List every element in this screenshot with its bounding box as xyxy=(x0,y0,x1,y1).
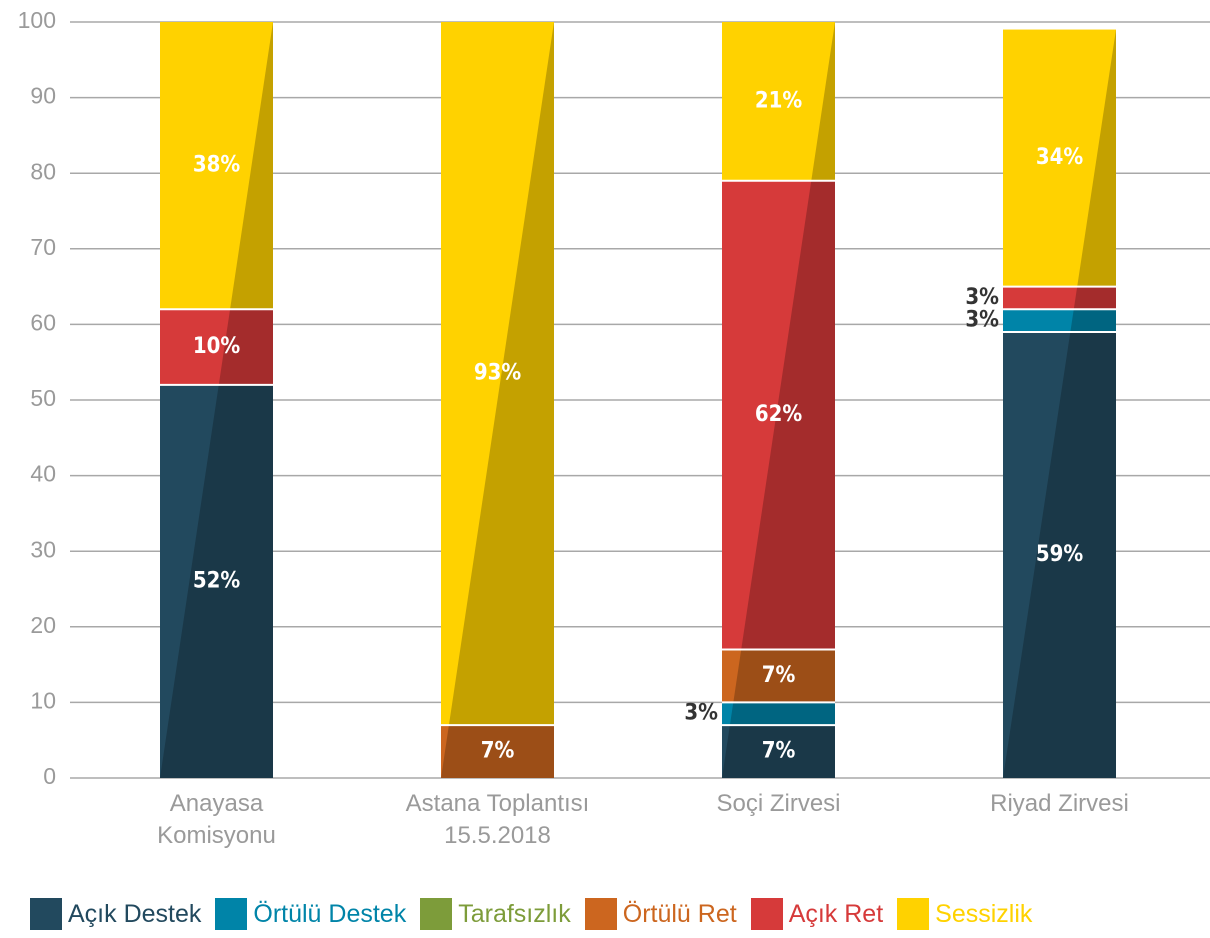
legend-item: Açık Ret xyxy=(750,898,884,930)
value-label: 59% xyxy=(1036,542,1084,567)
y-tick-label: 20 xyxy=(30,612,56,638)
bar-shade xyxy=(1003,29,1116,779)
legend-label: Açık Ret xyxy=(788,899,884,928)
legend-item: Örtülü Ret xyxy=(584,898,737,930)
value-label: 93% xyxy=(474,361,522,386)
value-label: 7% xyxy=(762,739,796,764)
legend-label: Tarafsızlık xyxy=(458,899,571,928)
bar-segment xyxy=(441,22,554,726)
legend-swatch xyxy=(584,898,617,930)
bar-segment xyxy=(722,649,835,703)
value-label: 10% xyxy=(193,334,241,359)
y-tick-label: 80 xyxy=(30,158,56,184)
bar-segment xyxy=(1003,309,1116,332)
bar-segment xyxy=(1003,29,1116,287)
value-label: 21% xyxy=(755,88,803,113)
legend-label: Örtülü Ret xyxy=(622,899,737,928)
y-tick-label: 10 xyxy=(30,687,56,713)
bar-segment xyxy=(1003,286,1116,310)
legend-item: Açık Destek xyxy=(30,898,201,930)
y-tick-label: 60 xyxy=(30,309,56,335)
legend-swatch xyxy=(750,898,783,930)
value-label: 3% xyxy=(965,308,999,333)
bar-segment xyxy=(1003,331,1116,778)
legend-item: Sessizlik xyxy=(897,898,1032,930)
value-label: 38% xyxy=(193,153,241,178)
y-tick-label: 90 xyxy=(30,83,56,109)
y-tick-label: 100 xyxy=(18,7,56,33)
bar-segment xyxy=(722,725,835,778)
legend-swatch xyxy=(897,898,930,930)
legend: Açık Destek Örtülü Destek Tarafsızlık Örtül… xyxy=(30,898,1046,930)
y-tick-label: 50 xyxy=(30,385,56,411)
y-tick-label: 40 xyxy=(30,461,56,487)
bar-group xyxy=(722,22,835,778)
bar-segment xyxy=(722,180,835,650)
bar-segment xyxy=(160,309,273,385)
bar-segment xyxy=(441,725,554,778)
legend-label: Örtülü Destek xyxy=(253,899,407,928)
x-tick-label: Anayasa Komisyonu xyxy=(157,790,276,849)
legend-swatch xyxy=(420,898,453,930)
bar-segment xyxy=(722,22,835,181)
y-tick-label: 0 xyxy=(43,763,56,789)
legend-swatch xyxy=(215,898,248,930)
value-label: 7% xyxy=(762,663,796,688)
value-label: 62% xyxy=(755,402,803,427)
y-tick-label: 70 xyxy=(30,234,56,260)
legend-label: Açık Destek xyxy=(68,899,202,928)
x-tick-label: Soçi Zirvesi xyxy=(716,790,841,817)
value-label: 34% xyxy=(1036,145,1084,170)
x-tick-label: Astana Toplantısı 15.5.2018 xyxy=(405,790,590,849)
legend-item: Tarafsızlık xyxy=(420,898,571,930)
bar-shade xyxy=(722,22,835,778)
bar-shade xyxy=(441,22,554,778)
legend-item: Örtülü Destek xyxy=(215,898,406,930)
bar-group xyxy=(160,22,273,778)
legend-swatch xyxy=(30,898,62,930)
legend-label: Sessizlik xyxy=(935,899,1033,928)
x-tick-label: Riyad Zirvesi xyxy=(990,790,1129,817)
bar-segment xyxy=(722,702,835,726)
value-label: 3% xyxy=(965,285,999,310)
bar-segment xyxy=(160,384,273,778)
bar-group xyxy=(441,22,554,778)
bar-group xyxy=(1003,29,1116,779)
bar-shade xyxy=(160,22,273,778)
value-label: 52% xyxy=(193,568,241,593)
y-tick-label: 30 xyxy=(30,536,56,562)
value-label: 3% xyxy=(684,701,718,726)
bar-segment xyxy=(160,22,273,310)
value-label: 7% xyxy=(481,739,515,764)
